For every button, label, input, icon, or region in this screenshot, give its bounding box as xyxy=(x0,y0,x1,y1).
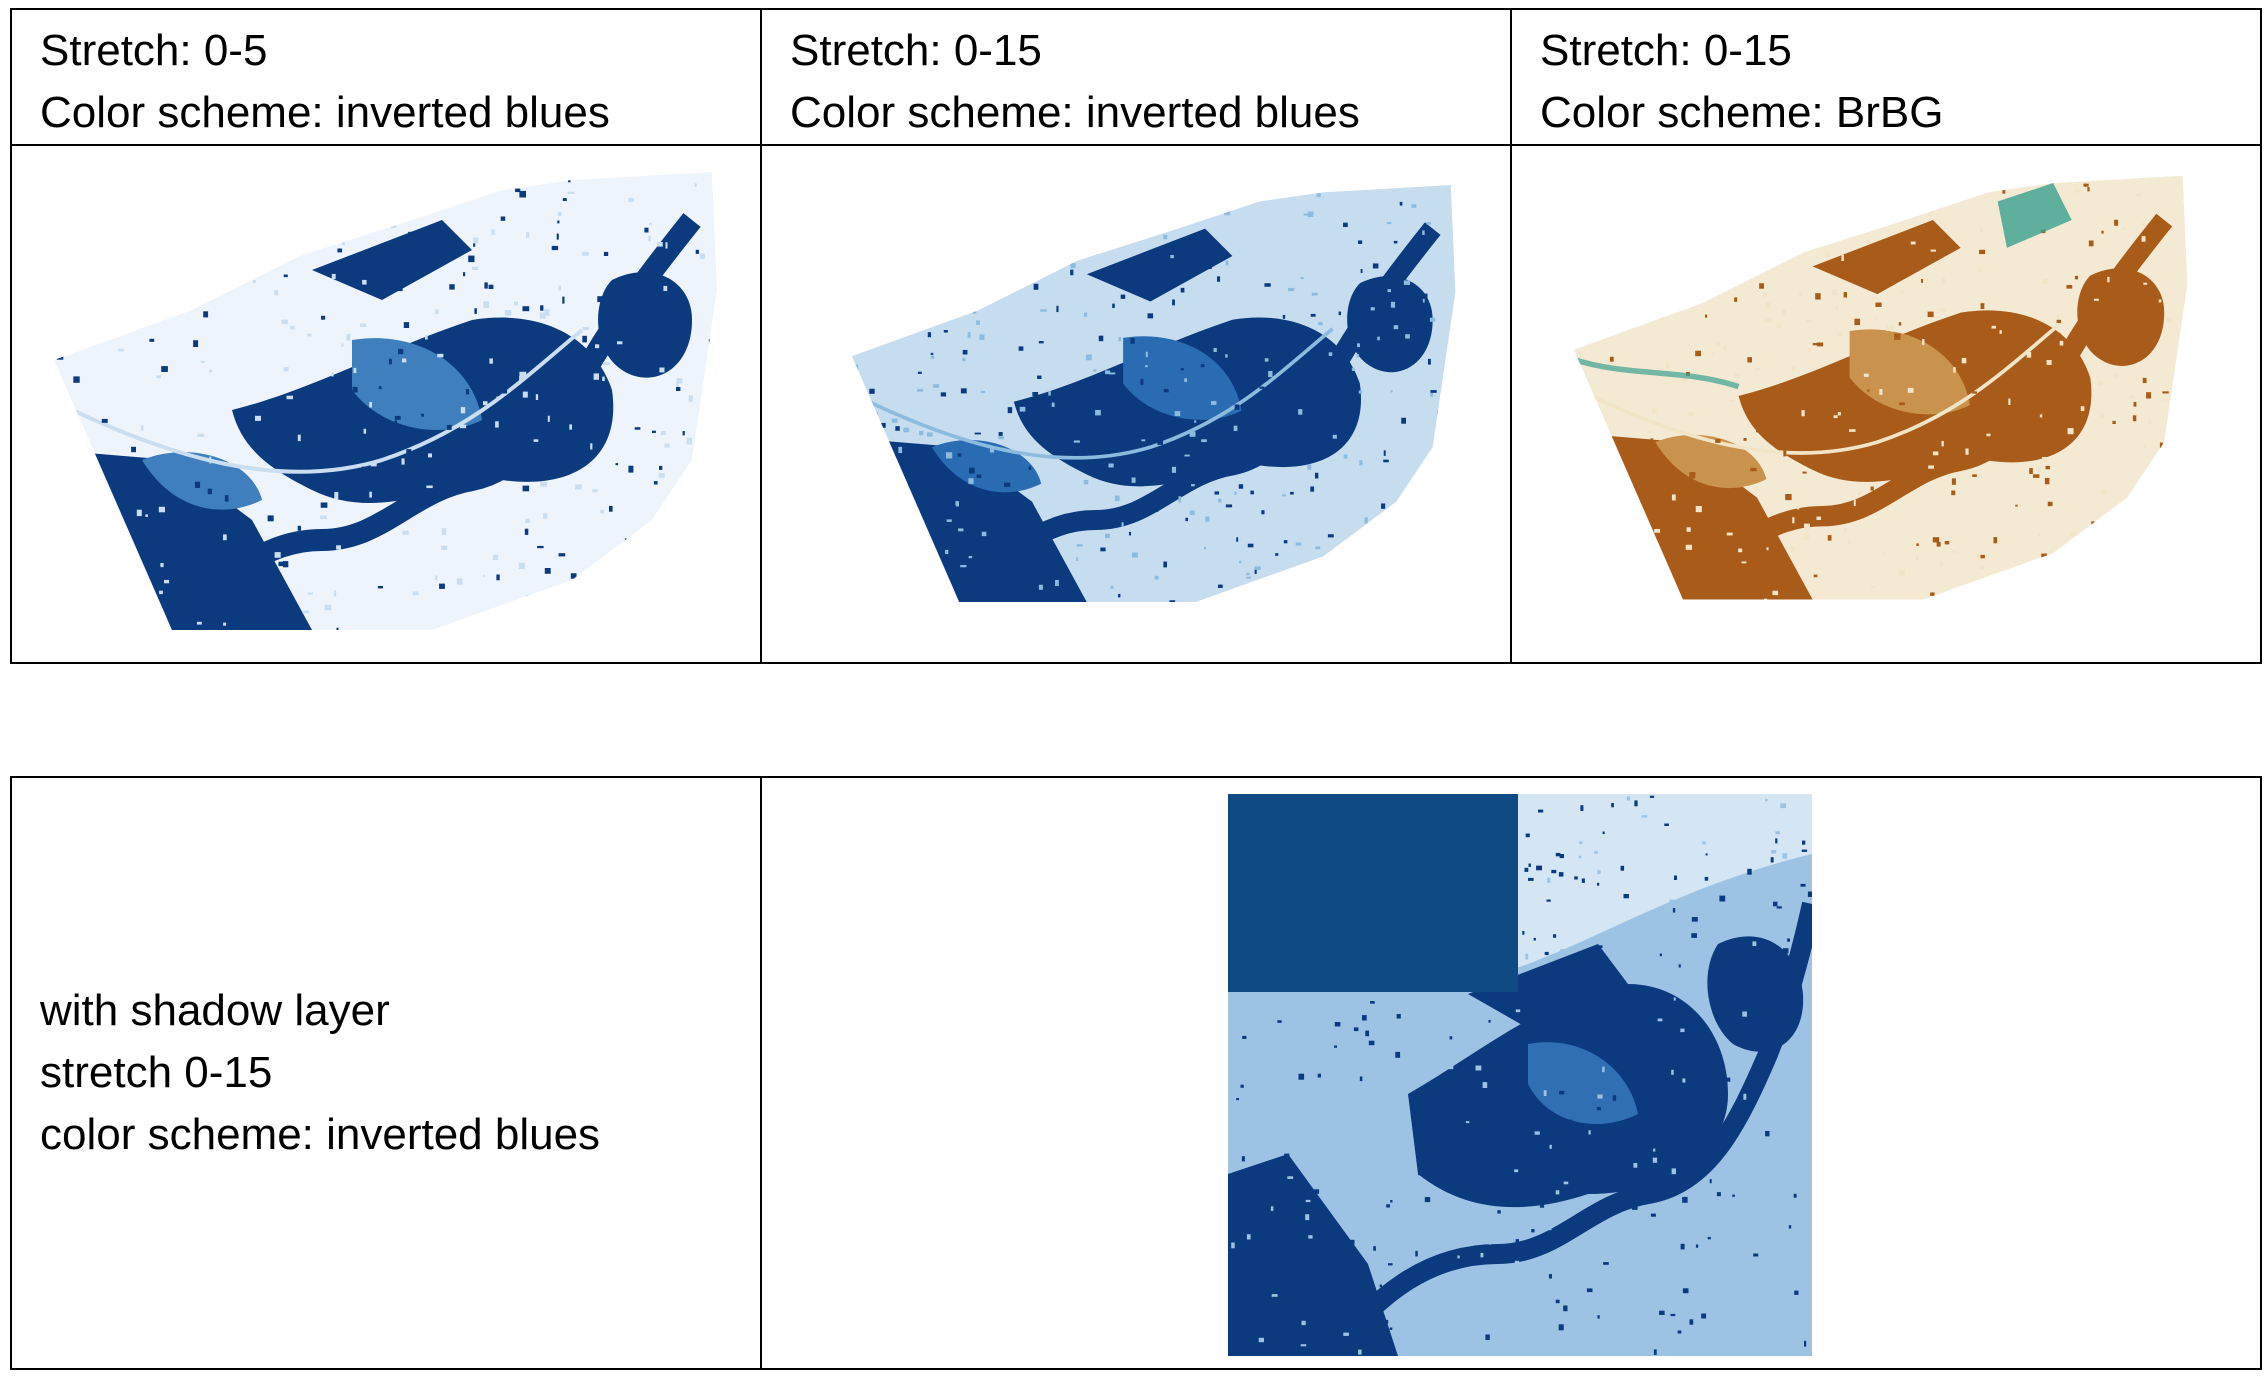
panel-3-header: Stretch: 0-15 Color scheme: BrBG xyxy=(1510,8,2262,146)
shadow-line-1: with shadow layer xyxy=(40,986,390,1035)
header-row: Stretch: 0-5 Color scheme: inverted blue… xyxy=(10,8,2262,146)
panel-1-cell xyxy=(10,144,762,664)
panel-3-map-image xyxy=(1573,175,2188,600)
panel-1-header: Stretch: 0-5 Color scheme: inverted blue… xyxy=(10,8,762,146)
panel-2-stretch: Stretch: 0-15 xyxy=(790,26,1042,75)
panel-1-map-image xyxy=(54,172,717,630)
shadow-image-cell xyxy=(760,776,2262,1370)
shadow-map-image xyxy=(1228,794,1812,1356)
shadow-description-cell: with shadow layer stretch 0-15 color sch… xyxy=(10,776,762,1370)
panel-1-scheme: Color scheme: inverted blues xyxy=(40,88,610,137)
panel-2-map-image xyxy=(851,184,1456,602)
panel-3-cell xyxy=(1510,144,2262,664)
panel-3-scheme: Color scheme: BrBG xyxy=(1540,88,1944,137)
panel-2-header: Stretch: 0-15 Color scheme: inverted blu… xyxy=(760,8,1512,146)
panel-2-scheme: Color scheme: inverted blues xyxy=(790,88,1360,137)
shadow-line-3: color scheme: inverted blues xyxy=(40,1110,601,1159)
shadow-layer-table: with shadow layer stretch 0-15 color sch… xyxy=(10,776,2262,1370)
shadow-row: with shadow layer stretch 0-15 color sch… xyxy=(10,776,2262,1370)
stretch-comparison-table: Stretch: 0-5 Color scheme: inverted blue… xyxy=(10,8,2262,664)
panel-1-stretch: Stretch: 0-5 xyxy=(40,26,268,75)
panel-2-cell xyxy=(760,144,1512,664)
image-row xyxy=(10,144,2262,664)
shadow-line-2: stretch 0-15 xyxy=(40,1048,273,1097)
panel-3-stretch: Stretch: 0-15 xyxy=(1540,26,1792,75)
